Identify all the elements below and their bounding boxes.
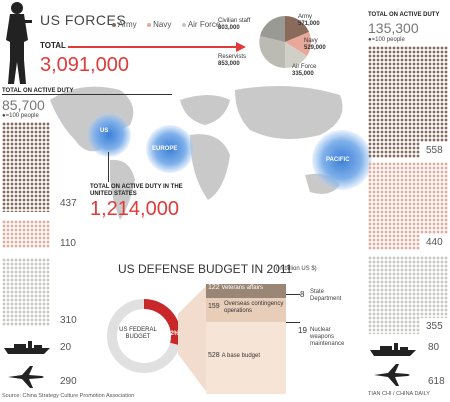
left-airforce-count: 310 [60,315,77,326]
right-unit: ●=100 people [368,37,405,43]
budget-row-base: 528 A base budget [208,352,261,359]
right-navy-count-bg [420,234,448,250]
soldier-icon [6,2,32,84]
forces-legend: Army Navy Air Force [112,14,220,32]
left-active-label: TOTAL ON ACTIVE DUTY [2,88,74,94]
right-active-value: 135,300 [368,20,419,36]
side-value-state: 8 [300,290,305,299]
total-value: 3,091,000 [40,54,129,76]
arrow-head-icon [236,42,246,52]
legend-navy: Navy [147,20,171,29]
side-label-nuclear: Nuclear weapons maintenance [310,327,345,347]
europe-glow [146,125,194,173]
pie-label-civilian: Civilian staff 803,000 [218,18,251,31]
right-airforce-count: 355 [426,321,443,332]
legend-army: Army [112,20,137,29]
pie-slice-navy [285,32,312,56]
legend-airforce: Air Force [181,20,220,29]
side-line-state [286,294,300,295]
right-planes-count: 618 [428,376,445,387]
pie-slice-army [285,16,309,42]
left-ships-count: 20 [60,342,72,353]
left-airforce-dots [2,258,50,326]
us-glow [87,113,131,157]
right-army-count-bg [420,142,448,158]
pie-slice-reservists [259,36,285,68]
left-army-dots [2,122,50,212]
ship-icon-right [370,343,416,356]
side-value-nuclear: 19 [298,326,307,335]
left-active-value: 85,700 [2,97,45,113]
ship-icon [4,341,50,354]
us-total-label: TOTAL ON ACTIVE DUTY IN THE UNITED STATE… [90,184,183,197]
total-arrow-line [68,46,238,48]
budget-title: US DEFENSE BUDGET IN 2011 [118,262,293,276]
left-army-count: 437 [60,198,77,209]
pacific-glow [312,130,372,190]
side-line-nuclear [286,322,300,323]
budget-stack: 122 Veterans affairs 159 Overseas contin… [206,284,286,394]
donut-label: US FEDERAL BUDGET [119,327,157,340]
right-airforce-count-bg [420,318,448,334]
world-map [50,86,343,220]
source-text: Source: China Strategy Culture Promotion… [2,393,135,399]
left-navy-count: 110 [60,238,76,249]
budget-row-veterans: 122 Veterans affairs [206,284,286,298]
plane-icon-right [374,364,410,386]
right-army-count: 558 [426,145,443,156]
pie-label-army: Army 571,000 [298,14,320,27]
map-label-europe: EUROPE [152,146,178,152]
side-label-state: State Department [310,289,342,302]
forces-pie [259,16,312,69]
pie-label-reservists: Reservists 853,000 [218,54,247,67]
left-navy-dots [2,220,50,248]
page-title: US FORCES [40,12,127,28]
right-army-dots [368,46,448,158]
left-unit: ●=100 people [2,113,39,119]
us-leader-line [108,152,109,182]
donut-pct: 22% [167,331,180,337]
federal-budget-donut [107,299,181,373]
pie-label-navy: Navy 529,000 [304,38,326,51]
pie-slice-civilian [260,16,285,42]
right-navy-count: 440 [426,237,443,248]
map-label-us: US [100,128,109,134]
right-ships-count: 80 [428,342,440,353]
us-total-value: 1,214,000 [90,198,179,220]
budget-funnel [178,284,208,394]
pie-label-airforce: Air Force 335,000 [292,64,317,77]
right-active-label: TOTAL ON ACTIVE DUTY [368,12,440,18]
total-label: TOTAL [40,41,66,50]
left-planes-count: 290 [60,376,77,387]
plane-icon [8,366,44,388]
budget-row-overseas: 159 Overseas contingency operations [206,298,286,322]
pie-slice-airforce [285,42,307,69]
left-leader-line [2,94,172,95]
budget-unit: (in billion US $) [276,266,317,272]
map-label-pacific: PACIFIC [326,157,350,163]
credit-text: TIAN CHI / CHINA DAILY [368,391,430,397]
